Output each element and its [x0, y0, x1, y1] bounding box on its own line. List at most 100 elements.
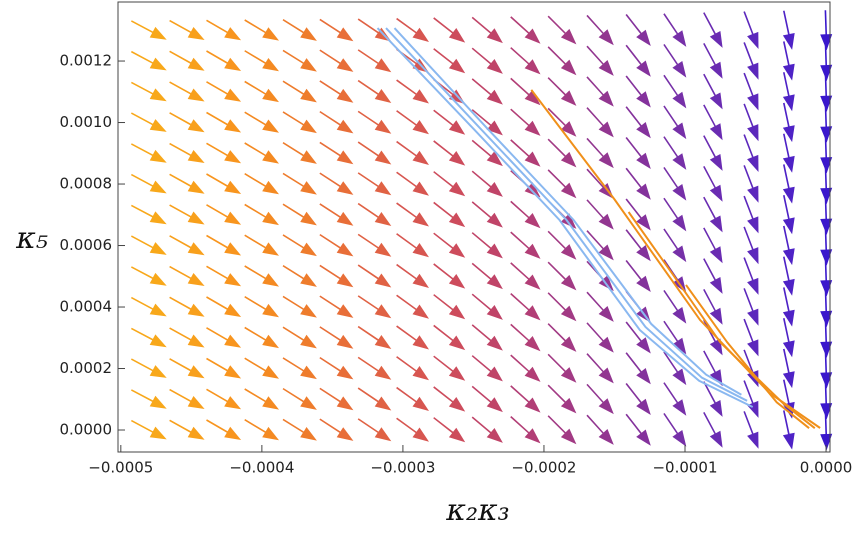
vector-arrow [131, 112, 167, 132]
vector-arrow [319, 49, 354, 72]
vector-arrow [782, 195, 795, 235]
vector-arrow [433, 417, 466, 443]
vector-arrow [169, 204, 205, 225]
vector-arrow [625, 413, 651, 446]
vector-arrow [510, 385, 541, 413]
x-tick-label: 0.0000 [800, 459, 853, 477]
vector-arrow [131, 296, 167, 317]
vector-arrow [547, 230, 577, 260]
y-tick-label: 0.0000 [60, 421, 113, 439]
vector-arrow [396, 202, 429, 227]
vector-arrow [743, 72, 759, 111]
vector-arrow [244, 234, 279, 256]
vector-arrow [206, 419, 242, 440]
vector-arrow [131, 173, 167, 194]
vector-arrow [703, 12, 723, 48]
y-tick-label: 0.0006 [60, 236, 113, 254]
vector-arrow [625, 44, 651, 77]
vector-arrow [433, 232, 466, 258]
vector-arrow [586, 14, 614, 46]
vector-arrow [625, 260, 651, 292]
vector-arrow [703, 43, 723, 79]
vector-arrow [206, 19, 242, 41]
vector-arrow [131, 81, 167, 102]
vector-arrow [820, 10, 833, 51]
vector-arrow [743, 11, 759, 50]
vector-arrow [169, 50, 205, 71]
vector-arrow [169, 235, 205, 256]
vector-arrow [743, 195, 759, 234]
vector-arrow [743, 288, 759, 326]
vector-arrow [820, 256, 833, 297]
vector-arrow [586, 168, 614, 199]
vector-arrow [131, 143, 167, 163]
vector-arrow [206, 357, 242, 379]
vector-arrow [282, 418, 317, 441]
vector-arrow [471, 262, 503, 290]
vector-arrow [625, 14, 651, 46]
vector-arrow [244, 388, 279, 410]
vector-arrow [782, 102, 795, 143]
vector-arrow [319, 295, 354, 318]
vector-arrow [206, 50, 242, 71]
vector-arrow [396, 233, 429, 258]
y-tick-label: 0.0012 [60, 52, 113, 70]
vector-arrow [433, 294, 466, 320]
vector-arrow [206, 388, 242, 410]
vector-arrow [743, 165, 759, 203]
vector-arrow [663, 136, 687, 170]
vector-arrow [782, 10, 795, 50]
vector-arrow [663, 320, 687, 355]
vector-arrow [586, 76, 614, 107]
vector-arrow [510, 108, 541, 136]
vector-arrow [357, 356, 392, 380]
vector-arrow [663, 413, 687, 447]
vector-arrow [743, 103, 759, 142]
vector-arrow [663, 228, 687, 263]
vector-arrow [820, 102, 833, 143]
vector-arrow [471, 416, 503, 443]
vector-arrow [586, 107, 614, 138]
vector-arrow [396, 325, 429, 350]
vector-arrow [471, 293, 503, 320]
vector-arrow [510, 416, 541, 444]
vector-arrow [782, 348, 795, 389]
vector-arrow [396, 140, 429, 165]
vector-arrow [586, 45, 614, 76]
vector-arrow [282, 234, 317, 257]
vector-arrow [396, 110, 429, 135]
x-axis-label: κ₂κ₃ [445, 493, 509, 528]
vector-arrow [319, 203, 354, 226]
streamline [376, 27, 754, 408]
vector-arrow [131, 389, 167, 409]
vector-arrow [625, 167, 651, 200]
vector-arrow [471, 201, 503, 228]
x-tick-label: −0.0005 [88, 459, 153, 477]
vector-arrow [131, 235, 167, 255]
streamline [393, 27, 742, 396]
vector-arrow [282, 295, 317, 318]
y-tick-label: 0.0008 [60, 175, 113, 193]
vector-arrow [357, 295, 392, 319]
vector-arrow [169, 265, 205, 286]
vector-arrow [319, 80, 354, 103]
vector-arrow [357, 418, 392, 442]
vector-arrow [433, 78, 466, 105]
vector-arrow [471, 324, 503, 351]
vector-arrow [743, 226, 759, 265]
vector-arrow [743, 380, 759, 418]
vector-arrow [357, 202, 392, 226]
vector-arrow [820, 164, 833, 204]
y-tick-label: 0.0004 [60, 298, 113, 316]
vector-arrow [357, 264, 392, 288]
vector-arrow [282, 326, 317, 349]
vector-arrow [244, 80, 279, 103]
vector-arrow [547, 138, 577, 168]
vector-arrow [396, 171, 429, 196]
vector-arrow [471, 355, 503, 382]
vector-arrow [131, 327, 167, 348]
vector-arrow [206, 204, 242, 225]
vector-arrow [206, 142, 242, 164]
vector-arrow [625, 383, 651, 415]
vector-arrow [319, 111, 354, 134]
